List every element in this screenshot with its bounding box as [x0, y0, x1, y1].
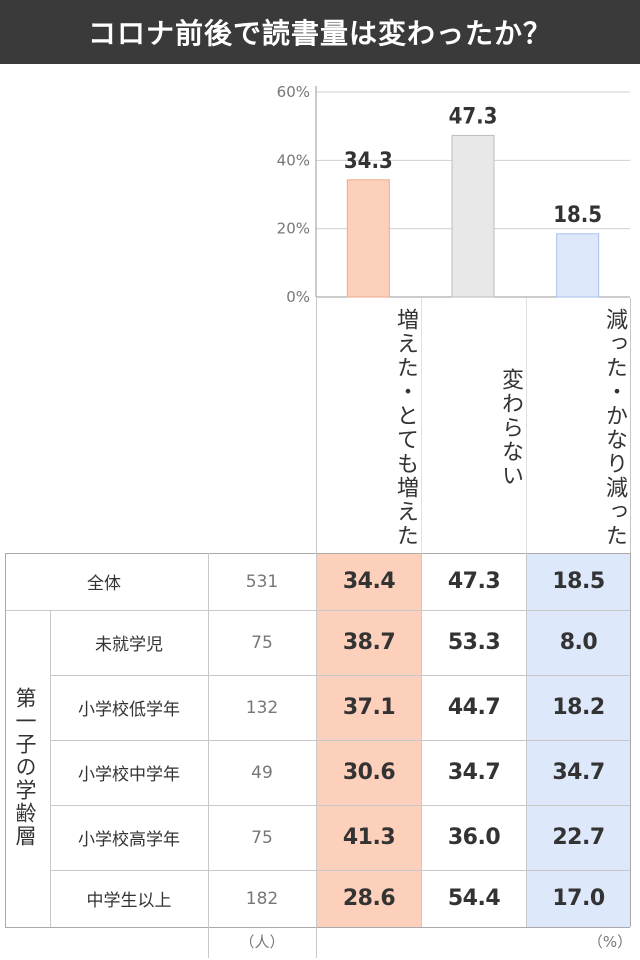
- column-divider: [316, 298, 317, 553]
- row-name: 中学生以上: [86, 891, 172, 911]
- row-divider: [5, 553, 630, 554]
- value-unchanged: 54.4: [447, 886, 501, 911]
- category-label-increased: 増えた・とても増えた: [393, 307, 418, 548]
- value-decreased: 22.7: [527, 805, 630, 870]
- row-divider: [50, 740, 630, 741]
- row-name: 全体: [87, 574, 121, 594]
- value-increased: 38.7: [317, 610, 421, 675]
- value-increased: 28.6: [317, 870, 421, 927]
- value-unchanged: 44.7: [447, 695, 501, 720]
- y-tick-label: 60%: [277, 83, 310, 101]
- row-count: 132: [245, 697, 279, 718]
- row-count: 531: [245, 571, 279, 592]
- value-increased: 37.1: [317, 675, 421, 740]
- column-divider: [316, 553, 317, 958]
- column-divider: [208, 553, 209, 958]
- row-name: 小学校中学年: [78, 765, 180, 785]
- column-divider: [630, 298, 631, 553]
- value-increased: 41.3: [317, 805, 421, 870]
- column-divider: [5, 553, 6, 927]
- row-divider: [5, 610, 630, 611]
- bar-value-label: 18.5: [553, 203, 602, 228]
- category-label-decreased: 減った・かなり減った: [602, 307, 627, 548]
- page-title: コロナ前後で読書量は変わったか？: [0, 0, 640, 64]
- column-divider: [630, 553, 631, 927]
- unit-percent: （%）: [587, 932, 633, 951]
- y-tick-label: 20%: [277, 220, 310, 238]
- row-count: 182: [245, 888, 279, 909]
- row-count: 75: [251, 827, 273, 848]
- value-unchanged: 53.3: [447, 630, 501, 655]
- row-divider: [5, 927, 630, 928]
- unit-people: （人）: [239, 932, 285, 951]
- group-label: 第一子の学齢層: [13, 687, 37, 848]
- bar-value-label: 47.3: [449, 104, 498, 129]
- row-name: 小学校低学年: [78, 700, 180, 720]
- bar: [346, 179, 390, 298]
- row-divider: [50, 675, 630, 676]
- y-tick-label: 40%: [277, 151, 310, 169]
- value-unchanged: 34.7: [447, 760, 501, 785]
- row-count: 75: [251, 632, 273, 653]
- row-name: 未就学児: [95, 635, 163, 655]
- value-decreased: 8.0: [527, 610, 630, 675]
- column-divider: [421, 553, 422, 927]
- bar: [451, 134, 495, 298]
- value-decreased: 17.0: [527, 870, 630, 927]
- category-label-unchanged: 変わらない: [498, 367, 523, 488]
- value-increased: 34.4: [317, 553, 421, 610]
- row-count: 49: [251, 762, 273, 783]
- row-name: 小学校高学年: [78, 830, 180, 850]
- y-tick-label: 0%: [286, 288, 310, 304]
- bar: [556, 233, 600, 298]
- value-unchanged: 36.0: [447, 825, 501, 850]
- bar-chart: 0% 20% 40% 60% 34.3 47.3 18.5: [277, 83, 630, 304]
- value-decreased: 18.2: [527, 675, 630, 740]
- column-divider: [421, 298, 422, 553]
- row-divider: [50, 870, 630, 871]
- bar-value-label: 34.3: [344, 149, 393, 174]
- column-divider: [526, 298, 527, 553]
- row-divider: [50, 805, 630, 806]
- value-unchanged: 47.3: [447, 569, 501, 594]
- value-increased: 30.6: [317, 740, 421, 805]
- value-decreased: 18.5: [527, 553, 630, 610]
- value-decreased: 34.7: [527, 740, 630, 805]
- column-divider: [526, 553, 527, 927]
- column-divider: [50, 610, 51, 927]
